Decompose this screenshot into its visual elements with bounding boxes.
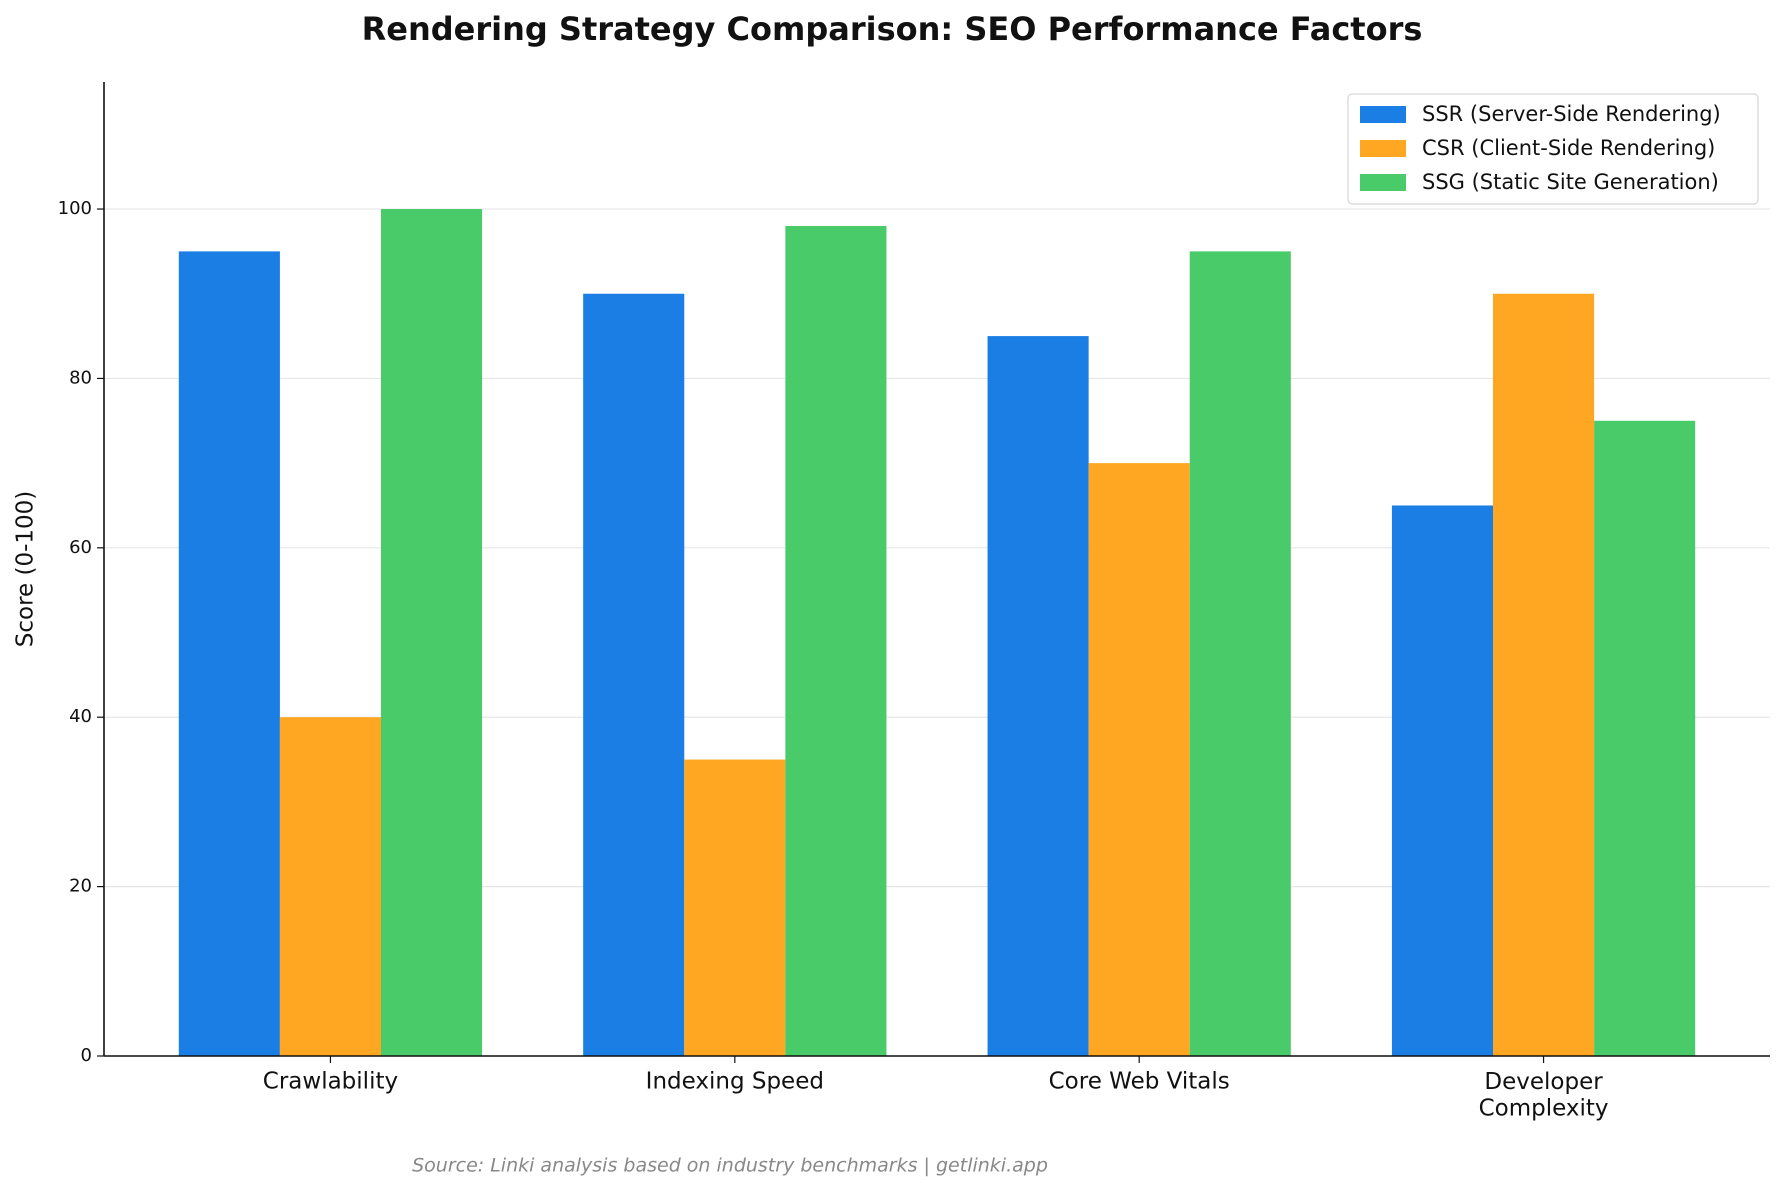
y-tick-label: 40 <box>69 706 92 727</box>
bar <box>1189 251 1291 1057</box>
bar <box>380 209 483 1057</box>
y-tick-label: 80 <box>69 367 92 388</box>
legend-label: SSR (Server-Side Rendering) <box>1422 102 1721 126</box>
x-tick-label: Indexing Speed <box>646 1069 824 1095</box>
bar <box>1088 463 1190 1056</box>
bar <box>1493 293 1595 1056</box>
legend-swatch <box>1360 140 1406 157</box>
bar <box>178 251 280 1057</box>
y-tick-label: 100 <box>58 198 92 219</box>
x-tick-label: Crawlability <box>263 1069 398 1095</box>
legend-label: CSR (Client-Side Rendering) <box>1422 136 1715 160</box>
legend-swatch <box>1360 174 1406 191</box>
y-tick-label: 60 <box>69 537 92 558</box>
y-tick-label: 0 <box>81 1045 92 1066</box>
x-tick-label: Core Web Vitals <box>1049 1069 1230 1095</box>
y-tick-label: 20 <box>69 876 92 897</box>
x-tick-label: Developer Complexity <box>1479 1069 1609 1121</box>
bar <box>583 293 685 1056</box>
legend-box <box>1347 93 1759 205</box>
bar <box>1391 505 1494 1056</box>
legend-swatch <box>1360 106 1406 123</box>
bar <box>279 717 381 1056</box>
bar <box>987 336 1089 1057</box>
bar <box>684 759 786 1056</box>
chart-title: Rendering Strategy Comparison: SEO Perfo… <box>362 10 1423 48</box>
bar <box>785 225 887 1056</box>
legend: SSR (Server-Side Rendering) CSR (Client-S… <box>1347 93 1759 205</box>
y-axis-label: Score (0-100) <box>13 491 39 648</box>
bar <box>1594 420 1696 1057</box>
legend-label: SSG (Static Site Generation) <box>1422 170 1719 194</box>
source-note: Source: Linki analysis based on industry… <box>412 1155 1048 1177</box>
